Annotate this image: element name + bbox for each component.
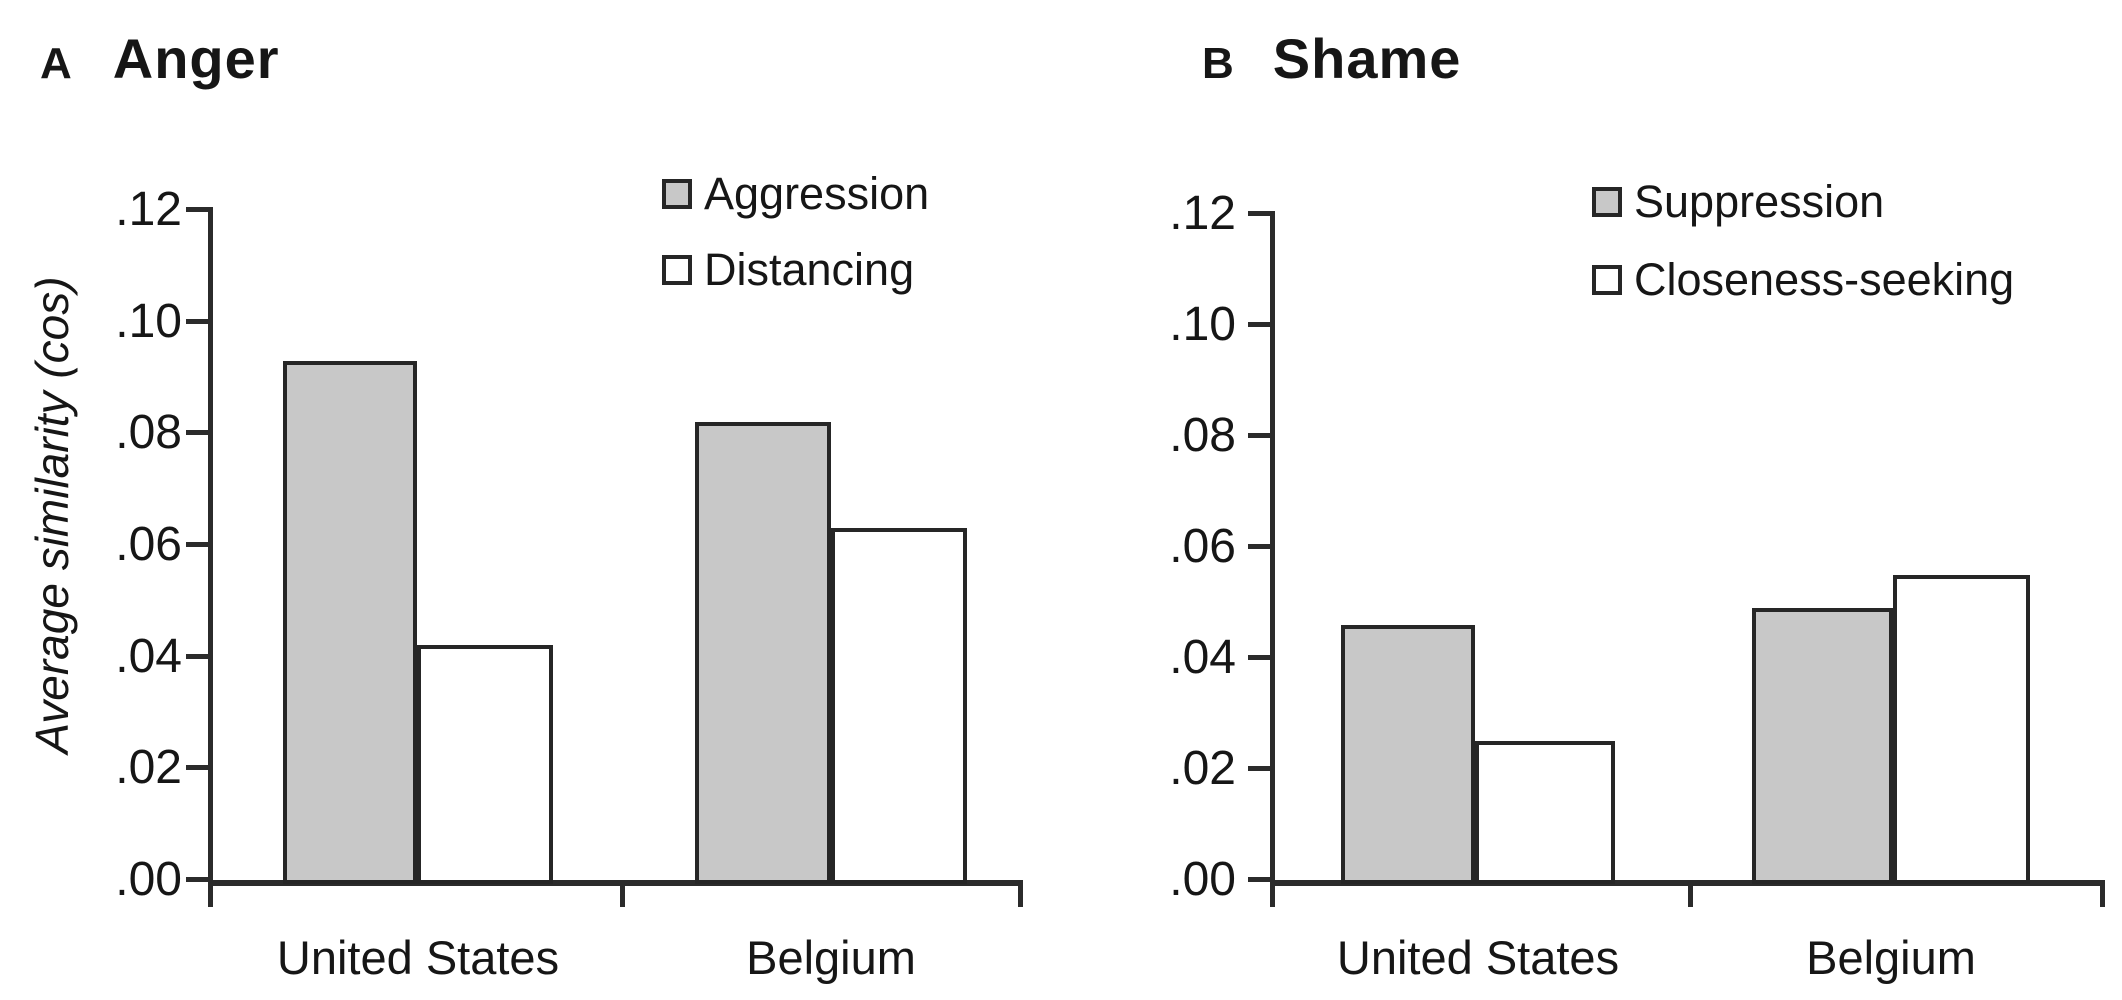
x-category-label: United States [276,931,560,984]
y-tick-mark [1248,211,1270,216]
y-axis-line [208,207,213,886]
y-tick-mark [1248,322,1270,327]
y-tick-mark [1248,766,1270,771]
y-tick-label: .12 [1169,187,1236,240]
legend-label-suppression: Suppression [1634,176,1885,227]
bar-distancing-belgium [831,528,967,884]
y-tick-label: .00 [115,853,182,906]
bar-suppression-belgium [1752,608,1893,884]
panel-a-title: A Anger [40,26,280,91]
legend-item-suppression: Suppression [1592,176,1884,227]
x-category-label: United States [1336,931,1620,984]
y-tick-mark [1248,655,1270,660]
legend-swatch-white-icon [662,255,692,285]
y-tick-mark [186,430,208,436]
y-tick-mark [186,542,208,547]
bar-closeness-seeking-belgium [1893,575,2030,884]
legend-item-closeness-seeking: Closeness-seeking [1592,254,2014,305]
y-tick-mark [1248,544,1270,549]
y-tick-label: .00 [1169,853,1236,906]
x-tick-mark [620,880,625,907]
bar-suppression-united-states [1341,625,1475,884]
y-tick-label: .02 [115,741,182,795]
x-category-label: Belgium [1806,931,1976,984]
y-tick-label: .08 [1169,409,1236,462]
legend-label-distancing: Distancing [704,244,915,295]
legend-swatch-gray-icon [662,179,692,209]
x-tick-mark [1018,880,1023,907]
bar-aggression-united-states [283,361,417,884]
x-tick-mark [208,880,213,907]
y-tick-label: .06 [1169,520,1236,573]
bar-closeness-seeking-united-states [1475,741,1615,884]
legend-item-distancing: Distancing [662,244,914,295]
y-tick-label: .10 [1169,298,1236,351]
y-tick-mark [186,318,208,324]
x-axis-line [208,880,1023,886]
legend-swatch-white-icon [1592,265,1622,295]
bar-distancing-united-states [417,645,553,884]
legend-swatch-gray-icon [1592,187,1622,217]
y-tick-label: .06 [115,518,182,571]
y-tick-mark [1248,433,1270,438]
legend-item-aggression: Aggression [662,168,929,219]
y-tick-label: .04 [1169,631,1236,684]
y-tick-label: .02 [1169,742,1236,795]
legend-label-closeness-seeking: Closeness-seeking [1634,254,2015,305]
panel-b-title: B Shame [1202,26,1461,91]
y-tick-label: .10 [115,294,182,348]
y-tick-mark [1248,877,1270,882]
y-tick-mark [186,765,208,771]
panel-b-emotion: Shame [1272,27,1462,90]
y-tick-label: .08 [115,406,182,460]
x-category-label: Belgium [746,931,916,984]
x-tick-mark [1688,880,1693,907]
bar-aggression-belgium [695,422,831,884]
y-tick-label: .12 [115,183,182,236]
x-tick-mark [2100,880,2105,907]
x-axis-line [1270,880,2105,886]
y-tick-label: .04 [115,629,182,683]
y-tick-mark [186,653,208,659]
panel-b-letter: B [1202,39,1235,88]
y-tick-mark [186,877,208,882]
panel-a-letter: A [40,39,73,88]
x-tick-mark [1270,880,1275,907]
y-axis-line [1270,211,1275,886]
y-tick-mark [186,207,208,212]
panel-a-emotion: Anger [112,27,280,90]
legend-label-aggression: Aggression [704,168,930,219]
